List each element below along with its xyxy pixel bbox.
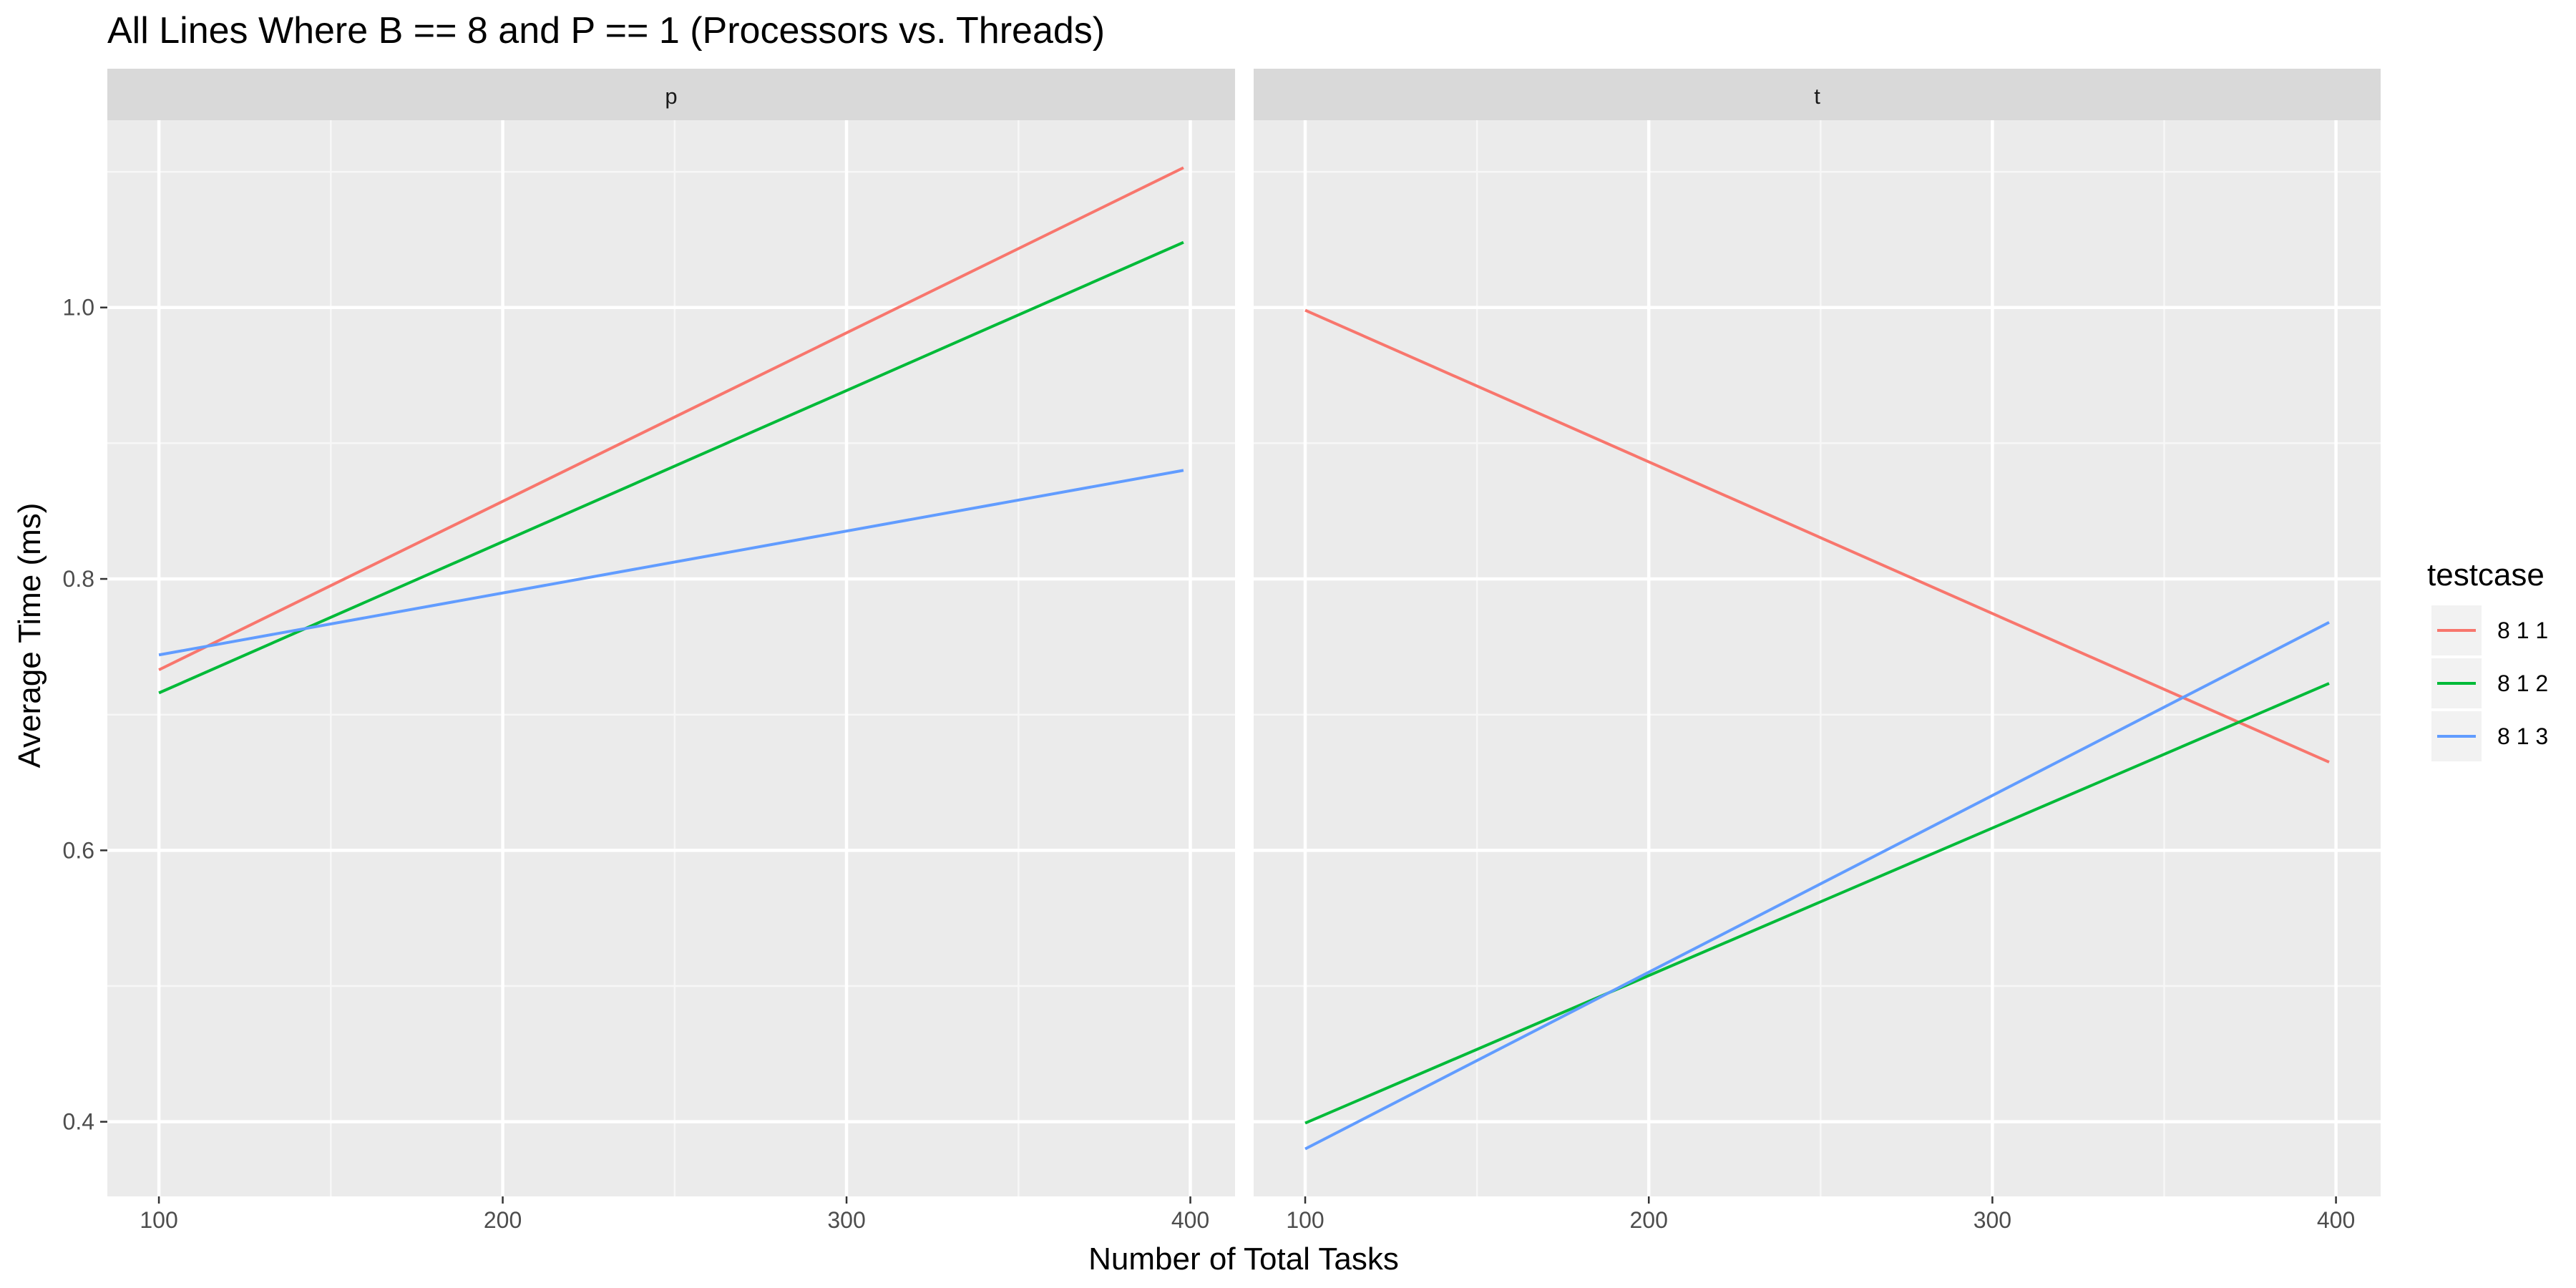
- y-tick-label: 0.6: [63, 837, 94, 863]
- x-axis-title: Number of Total Tasks: [1088, 1241, 1399, 1277]
- x-tick-label: 400: [1171, 1207, 1209, 1233]
- legend: testcase 8 1 1 8 1 2 8 1 3: [2427, 557, 2548, 761]
- series-line-8-1-1: [1304, 308, 2330, 763]
- series-line-8-1-2: [1304, 682, 2330, 1125]
- panel-strip: [107, 69, 1235, 120]
- legend-item: 8 1 2: [2431, 658, 2548, 708]
- legend-title: testcase: [2427, 557, 2545, 592]
- y-tick-label: 0.8: [63, 566, 94, 592]
- x-tick-label: 400: [2317, 1207, 2355, 1233]
- x-tick-label: 300: [1974, 1207, 2011, 1233]
- panel-p: p 100 200 300 400 0.4 0.6 0.8 1.0: [63, 69, 1235, 1233]
- x-tick-label: 200: [484, 1207, 522, 1233]
- legend-label: 8 1 3: [2497, 723, 2548, 749]
- panel-background: [107, 120, 1235, 1196]
- panel-strip-label: t: [1814, 84, 1820, 109]
- x-tick-label: 300: [827, 1207, 865, 1233]
- y-tick-label: 0.4: [63, 1109, 94, 1135]
- panel-strip: [1254, 69, 2381, 120]
- legend-item: 8 1 3: [2431, 711, 2548, 761]
- series-line-8-1-2: [158, 240, 1184, 695]
- series-line-8-1-3: [158, 469, 1184, 657]
- series-line-8-1-1: [158, 166, 1184, 671]
- legend-label: 8 1 2: [2497, 670, 2548, 696]
- legend-label: 8 1 1: [2497, 618, 2548, 643]
- x-tick-label: 100: [1286, 1207, 1324, 1233]
- panel-background: [1254, 120, 2381, 1196]
- x-tick-label: 100: [140, 1207, 177, 1233]
- y-tick-label: 1.0: [63, 295, 94, 321]
- series-line-8-1-3: [1304, 620, 2330, 1151]
- x-tick-label: 200: [1630, 1207, 1668, 1233]
- panel-t: t 100 200 300 400: [1254, 69, 2381, 1233]
- y-axis-title: Average Time (ms): [12, 503, 47, 769]
- panel-strip-label: p: [665, 84, 677, 109]
- legend-item: 8 1 1: [2431, 605, 2548, 655]
- panels-layer: p 100 200 300 400 0.4 0.6 0.8 1.0 t 100 200 300 400: [63, 69, 2381, 1233]
- chart-title: All Lines Where B == 8 and P == 1 (Proce…: [107, 10, 1105, 52]
